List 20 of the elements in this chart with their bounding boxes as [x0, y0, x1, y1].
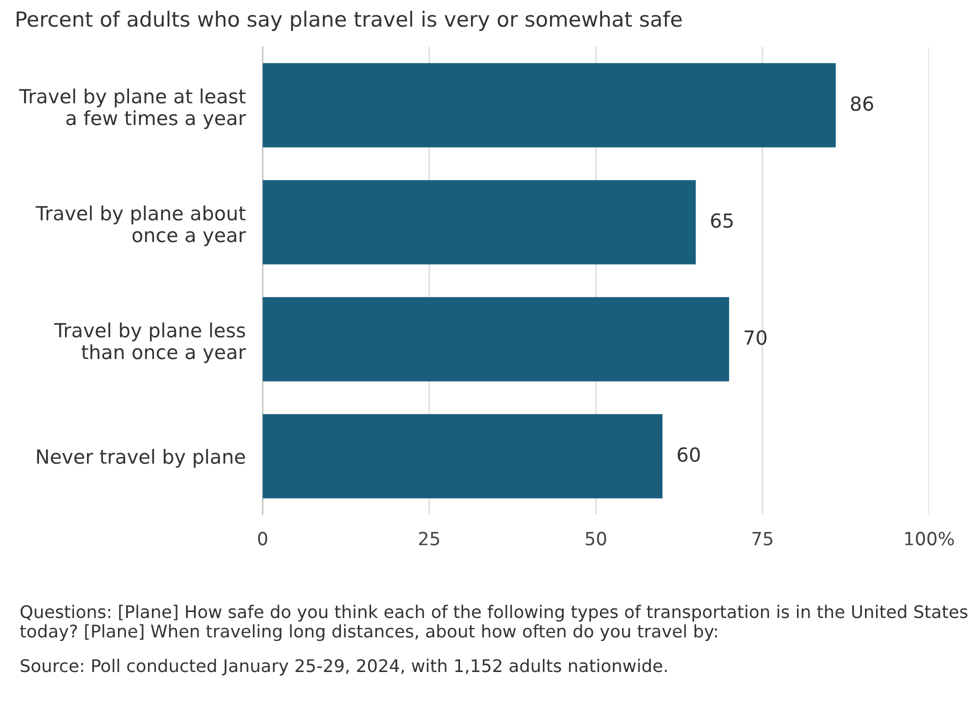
- y-tick-label: Never travel by plane: [37, 448, 245, 468]
- x-tick-label: 0: [258, 532, 268, 546]
- y-tick-label: Travel by plane about once a year: [36, 206, 246, 246]
- bar: [262, 297, 730, 382]
- data-label: 70: [744, 330, 766, 345]
- x-tick-label: 25: [419, 532, 440, 546]
- bar: [262, 414, 662, 498]
- x-tick-label: 100%: [905, 532, 954, 546]
- data-label: 60: [678, 447, 700, 462]
- data-label: 65: [711, 213, 733, 228]
- data-label: 86: [850, 96, 874, 111]
- chart-title: Percent of adults who say plane travel is very or somewhat safe: [16, 10, 682, 31]
- source-note: Source: Poll conducted January 25-29, 2024, with 1,152 adults nationwide.: [20, 658, 667, 676]
- x-tick-label: 50: [586, 532, 606, 546]
- y-tick-label: Travel by plane at least a few times a year: [19, 88, 246, 130]
- text: Questions: [Plane] How safe do you think each of the following types of transportation is in the United States today? [Plane] When traveling long distances, about how often do you travel by:: [20, 604, 968, 642]
- y-tick-label: Travel by plane less than once a year: [54, 322, 246, 364]
- bar: [262, 180, 696, 264]
- bar: [262, 63, 836, 148]
- x-tick-label: 75: [752, 532, 772, 546]
